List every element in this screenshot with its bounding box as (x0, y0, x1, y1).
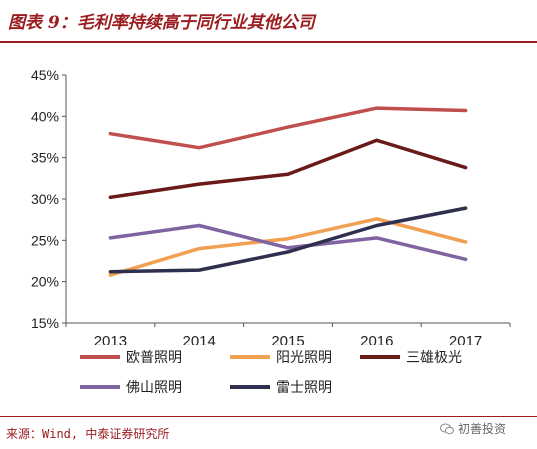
data-point (286, 246, 290, 250)
data-point (464, 109, 468, 113)
x-tick-label: 2016 (360, 333, 393, 345)
title-divider (0, 41, 537, 43)
y-tick-label: 25% (31, 232, 59, 248)
data-point (197, 268, 201, 272)
data-point (108, 236, 112, 240)
legend-item-4: 佛山照明 (80, 377, 182, 397)
data-point (464, 166, 468, 170)
data-point (108, 273, 112, 277)
data-point (108, 270, 112, 274)
legend-swatch-5 (230, 385, 270, 389)
y-tick-label: 30% (31, 191, 59, 207)
series-line-4 (108, 223, 468, 262)
y-tick-label: 15% (31, 315, 59, 331)
legend-swatch-4 (80, 385, 120, 389)
data-point (375, 106, 379, 110)
footer-divider (0, 416, 537, 417)
legend-item-2: 阳光照明 (230, 347, 332, 367)
legend-item-1: 欧普照明 (80, 347, 182, 367)
legend-swatch-2 (230, 355, 270, 359)
legend-label-1: 欧普照明 (126, 350, 182, 366)
data-point (375, 236, 379, 240)
legend-label-4: 佛山照明 (126, 380, 182, 396)
x-tick-label: 2014 (183, 333, 216, 345)
legend-swatch-1 (80, 355, 120, 359)
legend-label-3: 三雄极光 (406, 350, 462, 366)
source-note: 来源：Wind, 中泰证券研究所 (6, 427, 170, 441)
data-point (108, 195, 112, 199)
y-tick-label: 45% (31, 67, 59, 83)
legend-label-5: 雷士照明 (276, 380, 332, 396)
chart-title: 图表 9：毛利率持续高于同行业其他公司 (8, 13, 315, 33)
data-point (464, 257, 468, 261)
data-point (375, 138, 379, 142)
data-point (197, 223, 201, 227)
data-point (375, 223, 379, 227)
x-tick-label: 2015 (271, 333, 304, 345)
data-point (286, 125, 290, 129)
x-tick-label: 2017 (449, 333, 482, 345)
data-point (464, 206, 468, 210)
data-point (197, 146, 201, 150)
y-tick-label: 35% (31, 150, 59, 166)
watermark: 初善投资 (440, 420, 506, 437)
data-point (286, 250, 290, 254)
data-point (197, 182, 201, 186)
data-point (375, 217, 379, 221)
legend-label-2: 阳光照明 (276, 350, 332, 366)
data-point (286, 237, 290, 241)
x-tick-label: 2013 (94, 333, 127, 345)
data-point (464, 240, 468, 244)
legend-swatch-3 (360, 355, 400, 359)
legend-item-3: 三雄极光 (360, 347, 462, 367)
data-point (108, 132, 112, 136)
wechat-icon (440, 423, 454, 434)
series-line-3 (108, 138, 468, 200)
y-tick-label: 20% (31, 274, 59, 290)
data-point (286, 172, 290, 176)
legend-item-5: 雷士照明 (230, 377, 332, 397)
watermark-text: 初善投资 (458, 422, 507, 436)
y-tick-label: 40% (31, 108, 59, 124)
data-point (197, 247, 201, 251)
line-chart: 15% 20% 25% 30% 35% 40% 45% 2013 2014 2015 2016 201… (31, 67, 511, 345)
